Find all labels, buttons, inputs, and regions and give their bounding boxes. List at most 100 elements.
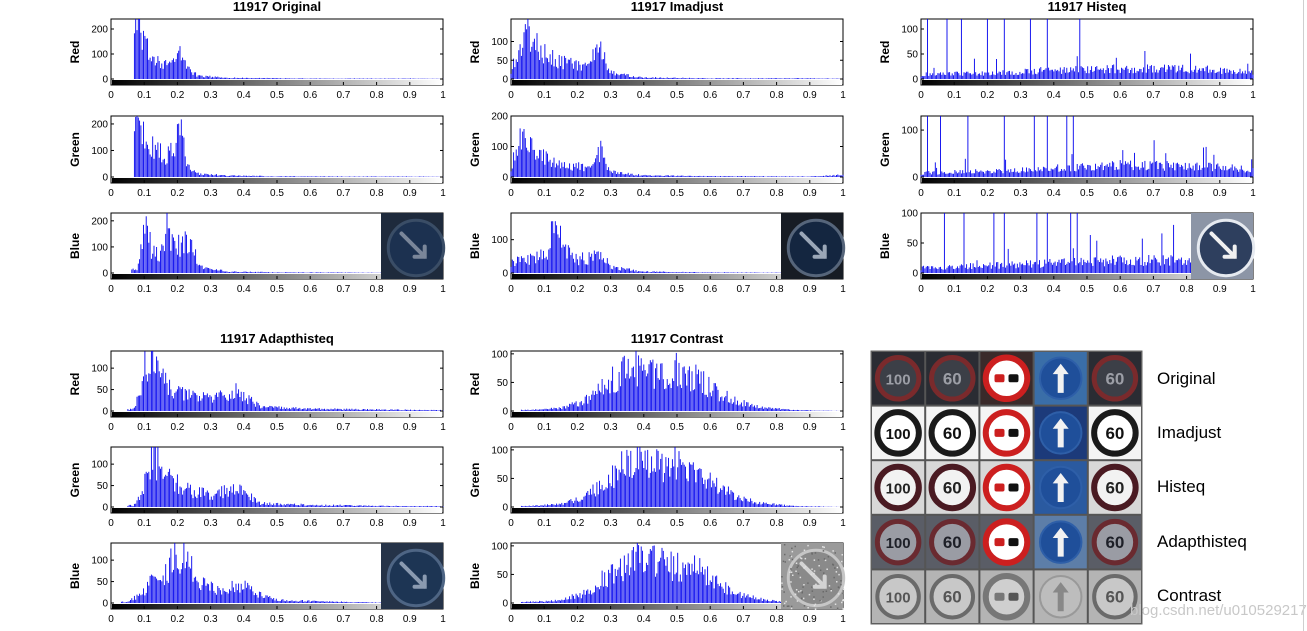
noise-dot <box>811 568 813 570</box>
grid-cell-no-overtaking <box>980 515 1033 569</box>
x-tick-label: 0 <box>508 422 514 433</box>
noise-dot <box>800 557 803 560</box>
y-axis-label: Blue <box>68 233 82 259</box>
x-tick-label: 0.1 <box>137 518 151 529</box>
axes-frame <box>920 18 1254 86</box>
grid-row-label: Histeq <box>1157 477 1206 497</box>
y-tick-label: 0 <box>912 75 918 86</box>
x-tick-label: 0.3 <box>604 284 618 295</box>
noise-dot <box>823 558 826 560</box>
noise-dot <box>837 593 840 595</box>
noise-dot <box>783 602 786 605</box>
noise-dot <box>790 568 792 570</box>
x-tick-label: 0.1 <box>947 188 961 199</box>
x-tick-label: 0.4 <box>237 188 251 199</box>
noise-dot <box>790 607 793 610</box>
speed-limit-sign <box>874 409 922 457</box>
x-tick-label: 0.8 <box>370 614 384 625</box>
noise-dot <box>834 567 836 569</box>
x-tick-label: 1 <box>840 518 846 529</box>
noise-dot <box>790 605 793 608</box>
noise-dot <box>807 607 809 609</box>
x-tick-label: 0.4 <box>237 422 251 433</box>
x-tick-label: 0.6 <box>303 284 317 295</box>
red-car-icon <box>994 483 1005 492</box>
panel-red: 0 50 100 Red 0 0.1 0.2 0.3 0.4 0.5 0.6 0.7 0.8 0.9 1 <box>468 349 846 433</box>
noise-dot <box>837 586 840 588</box>
noise-dot <box>795 570 797 572</box>
noise-dot <box>791 550 794 553</box>
x-tick-label: 1 <box>440 614 446 625</box>
histogram-bars <box>510 19 844 79</box>
x-tick-label: 0.7 <box>736 518 750 529</box>
no-overtaking-sign <box>982 354 1031 403</box>
no-overtaking-sign <box>982 409 1031 457</box>
x-tick-label: 0 <box>508 614 514 625</box>
speed-limit-sign <box>874 355 922 402</box>
noise-dot <box>817 559 820 561</box>
x-tick-label: 0.4 <box>637 422 651 433</box>
noise-dot <box>790 581 792 583</box>
noise-dot <box>841 560 843 563</box>
y-tick-label: 50 <box>497 474 509 485</box>
speed-limit-number: 60 <box>943 369 962 388</box>
x-tick-label: 0.9 <box>403 284 417 295</box>
y-tick-label: 0 <box>502 599 508 610</box>
y-tick-label: 0 <box>502 407 508 418</box>
x-tick-label: 0.8 <box>1180 284 1194 295</box>
y-tick-label: 0 <box>102 503 108 514</box>
noise-dot <box>808 593 811 596</box>
y-tick-label: 50 <box>497 378 509 389</box>
panel-red: 0 50 100 Red 0 0.1 0.2 0.3 0.4 0.5 0.6 0.7 0.8 0.9 1 <box>468 18 846 101</box>
x-tick-label: 0.4 <box>237 518 251 529</box>
grid-cell-no-overtaking <box>980 570 1033 623</box>
noise-dot <box>810 573 813 576</box>
x-tick-label: 0.3 <box>604 422 618 433</box>
noise-dot <box>814 608 817 610</box>
y-tick-label: 50 <box>907 239 919 250</box>
x-tick-label: 0.9 <box>403 188 417 199</box>
x-tick-label: 0.3 <box>204 90 218 101</box>
arrow-icon <box>399 561 427 589</box>
grid-cell-speed-limit-60: 60 <box>926 352 979 405</box>
x-tick-label: 0.7 <box>336 284 350 295</box>
y-tick-label: 0 <box>502 75 508 86</box>
panel-green: 0 100 Green 0 0.1 0.2 0.3 0.4 0.5 0.6 0.7 0.8 0.9 1 <box>878 115 1256 199</box>
noise-dot <box>826 568 828 570</box>
noise-dot <box>802 597 805 600</box>
x-tick-label: 0.9 <box>803 422 817 433</box>
x-tick-label: 1 <box>840 284 846 295</box>
y-axis-label: Green <box>68 463 82 498</box>
x-tick-label: 0.8 <box>1180 188 1194 199</box>
x-tick-label: 0.6 <box>303 90 317 101</box>
x-tick-label: 0.2 <box>980 90 994 101</box>
x-tick-label: 1 <box>440 90 446 101</box>
arrow-icon <box>399 231 427 259</box>
noise-dot <box>834 552 836 554</box>
noise-dot <box>823 572 825 574</box>
x-tick-label: 0 <box>108 284 114 295</box>
panel-blue: 0 50 100 Blue 0 0.1 0.2 0.3 0.4 0.5 0.6 0.7 0.8 0.9 1 <box>68 542 446 625</box>
x-tick-label: 0.3 <box>604 188 618 199</box>
noise-dot <box>807 582 809 584</box>
no-overtaking-sign <box>982 463 1031 512</box>
x-tick-label: 0.6 <box>303 422 317 433</box>
x-tick-label: 0.3 <box>1014 90 1028 101</box>
y-tick-label: 100 <box>901 25 918 36</box>
x-tick-label: 0 <box>508 518 514 529</box>
sign-thumbnail <box>1191 213 1256 279</box>
y-tick-label: 0 <box>502 269 508 280</box>
y-tick-label: 100 <box>91 460 108 471</box>
y-tick-label: 50 <box>97 577 109 588</box>
sign-thumbnail <box>381 213 446 279</box>
histogram-bars <box>520 351 841 411</box>
noise-dot <box>836 607 839 610</box>
x-tick-label: 0.2 <box>980 188 994 199</box>
y-tick-label: 0 <box>912 173 918 184</box>
noise-dot <box>841 601 843 604</box>
x-tick-label: 0.5 <box>670 284 684 295</box>
speed-limit-sign <box>874 463 922 512</box>
y-axis-label: Red <box>68 373 82 396</box>
grid-row-label: Contrast <box>1157 585 1222 605</box>
x-tick-label: 0.4 <box>1047 90 1061 101</box>
